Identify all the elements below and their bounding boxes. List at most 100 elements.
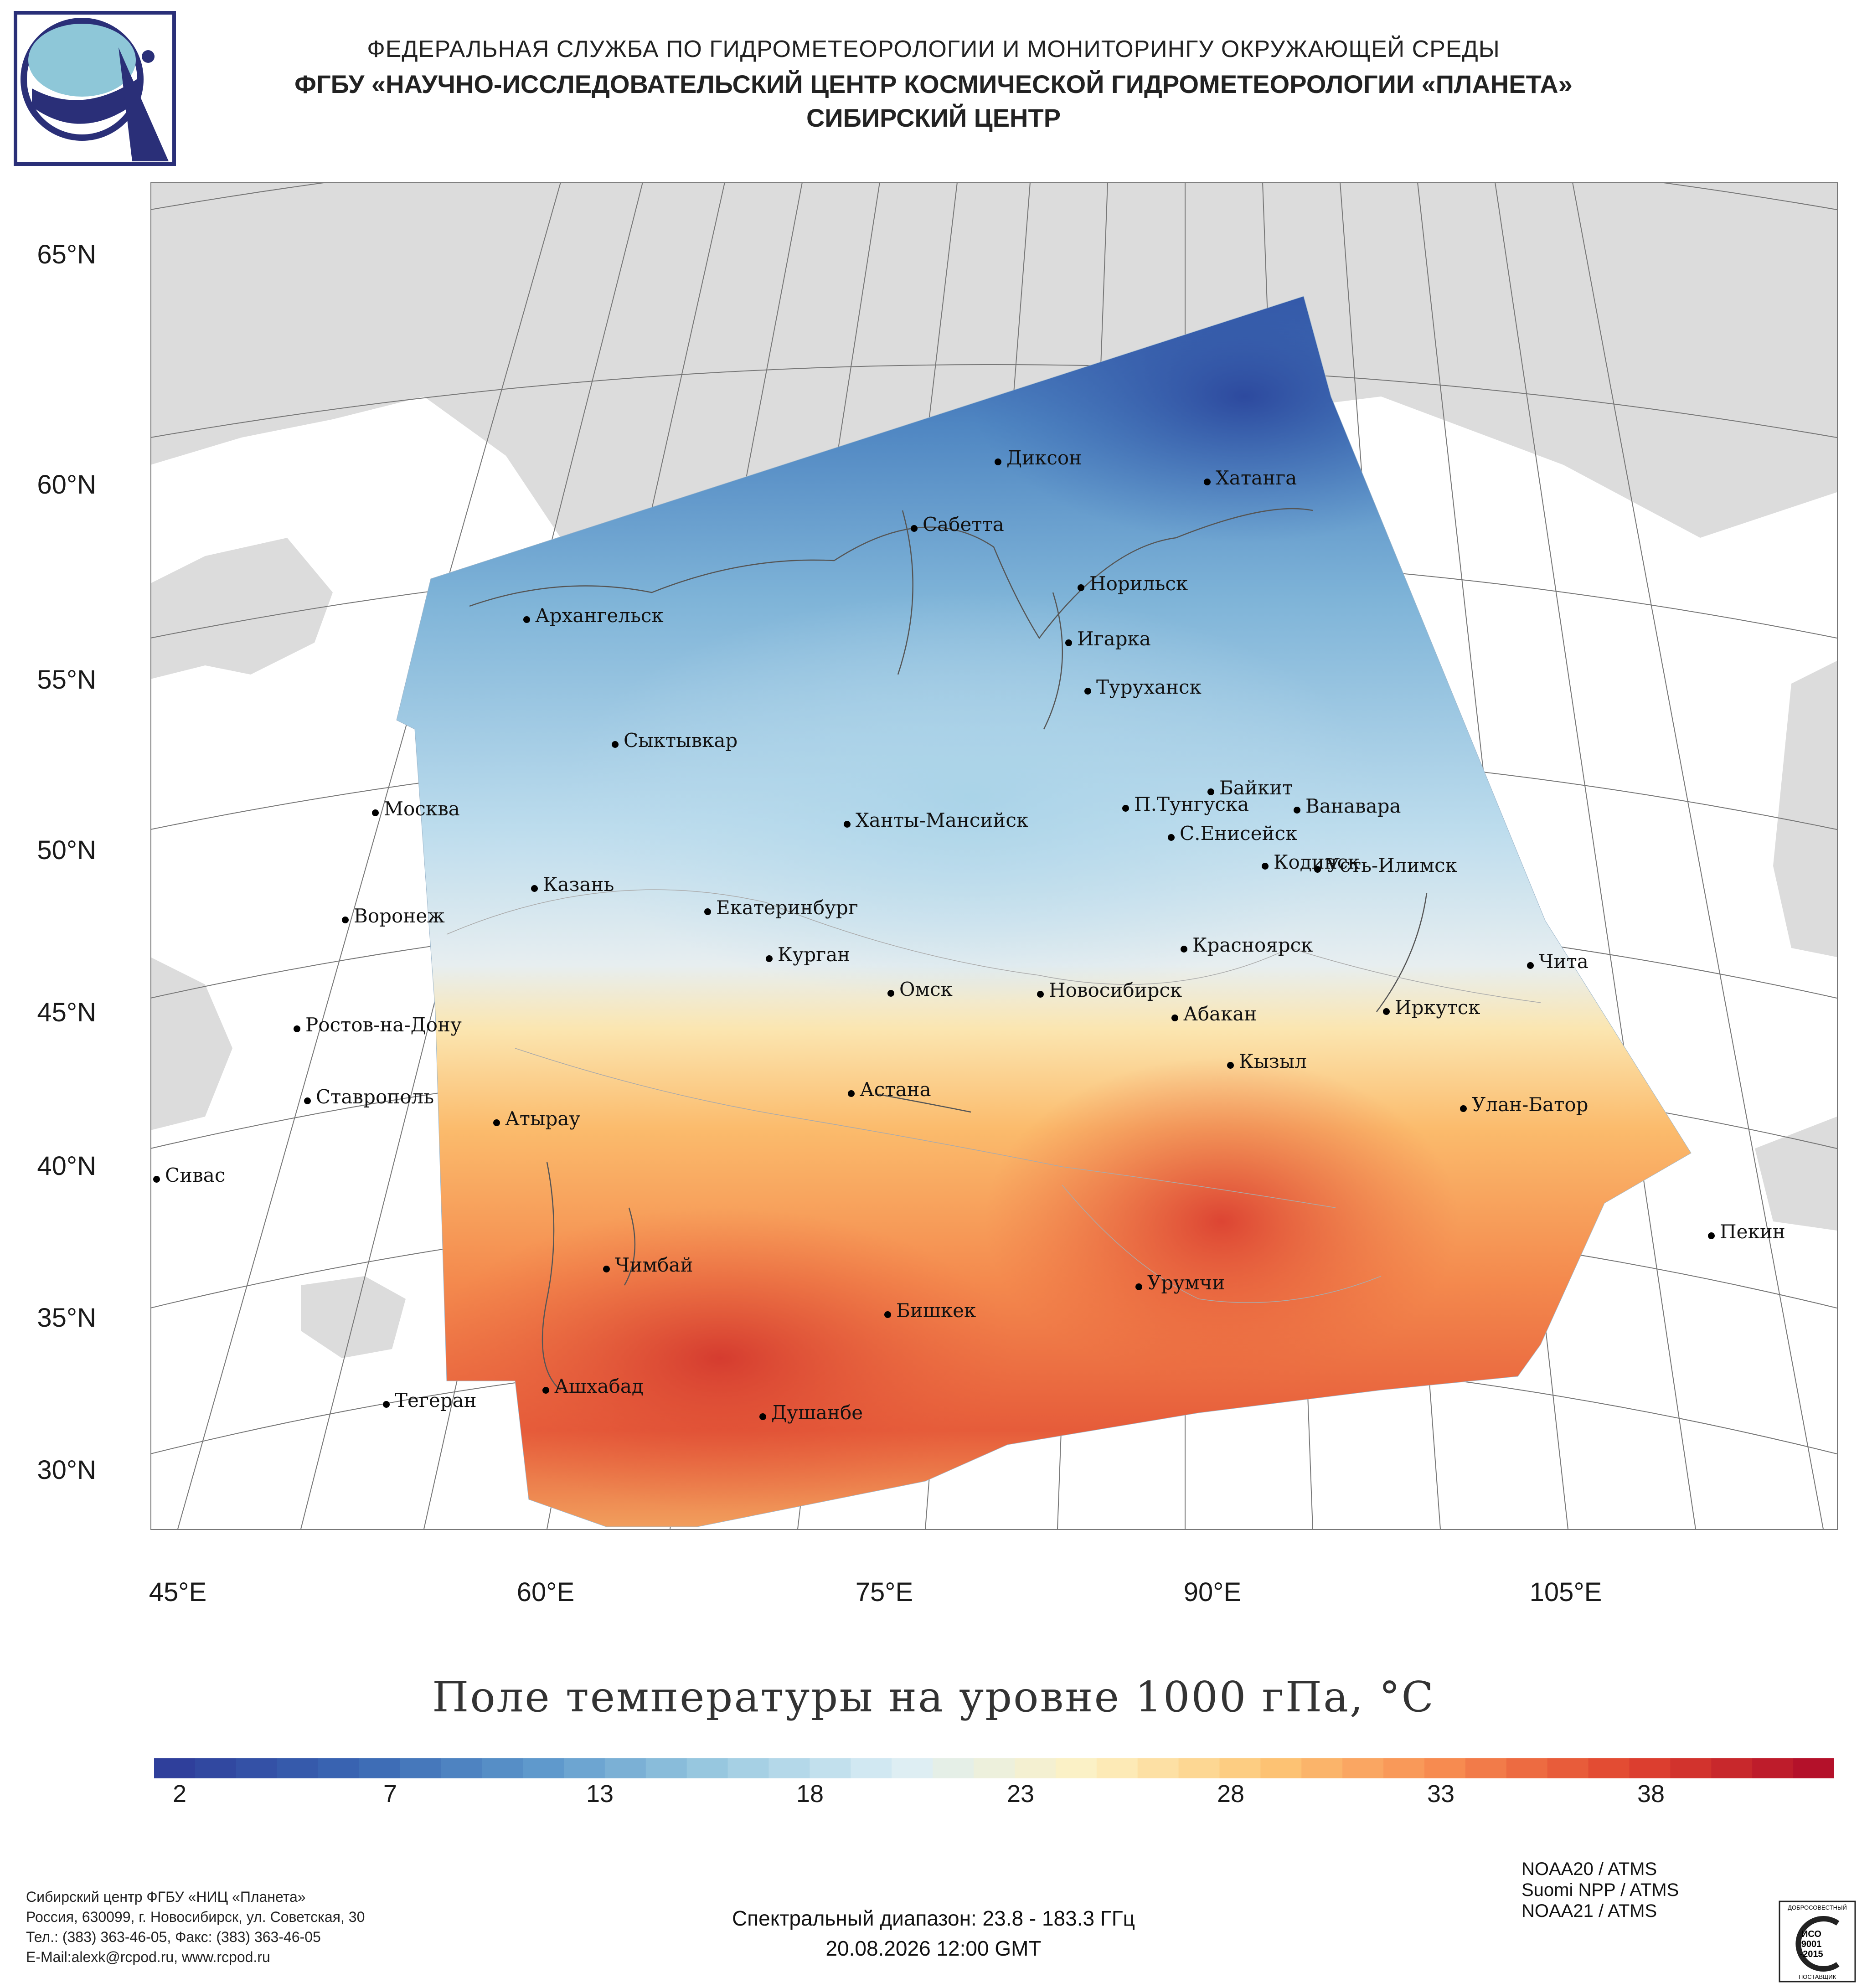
- colorbar-tick: 28: [1217, 1780, 1245, 1808]
- colorbar-cell: [974, 1758, 1015, 1778]
- city-marker: [759, 1413, 766, 1420]
- city-marker: [1181, 946, 1187, 953]
- city-marker: [1708, 1232, 1715, 1239]
- city-label-baykit: Байкит: [1219, 777, 1293, 799]
- city-marker: [704, 908, 711, 915]
- lat-label-40: 40°N: [37, 1151, 96, 1181]
- colorbar-cell: [1506, 1758, 1548, 1778]
- city-marker: [342, 917, 349, 923]
- observation-datetime: 20.08.2026 12:00 GMT: [825, 1936, 1042, 1960]
- city-label-sivas: Сивас: [165, 1164, 226, 1186]
- city-marker: [1207, 788, 1214, 795]
- satellite-list: NOAA20 / ATMS Suomi NPP / ATMS NOAA21 / …: [1521, 1859, 1679, 1921]
- colorbar-cell: [441, 1758, 482, 1778]
- city-marker: [603, 1266, 610, 1272]
- lat-label-55: 55°N: [37, 665, 96, 695]
- city-marker: [612, 741, 619, 748]
- lon-label-90: 90°E: [1183, 1577, 1242, 1607]
- city-marker: [844, 821, 851, 828]
- satellite-item: Suomi NPP / ATMS: [1521, 1880, 1679, 1900]
- city-label-abakan: Абакан: [1183, 1003, 1257, 1025]
- city-label-ashkhabad: Ашхабад: [554, 1375, 644, 1397]
- planeta-logo: [14, 11, 176, 166]
- city-label-krasnoyarsk: Красноярск: [1192, 934, 1313, 956]
- colorbar-tick: 7: [383, 1780, 397, 1808]
- iso-text-3: -2015: [1800, 1949, 1823, 1959]
- colorbar-cell: [1465, 1758, 1507, 1778]
- city-marker: [531, 885, 538, 892]
- city-label-kurgan: Курган: [778, 943, 851, 966]
- colorbar-cell: [604, 1758, 646, 1778]
- satellite-item: NOAA21 / ATMS: [1521, 1901, 1657, 1921]
- lat-label-65: 65°N: [37, 240, 96, 269]
- city-marker: [383, 1401, 390, 1408]
- city-label-khanty-mansiysk: Ханты-Мансийск: [856, 809, 1029, 831]
- colorbar-cell: [1178, 1758, 1220, 1778]
- colorbar-cell: [892, 1758, 933, 1778]
- city-label-chimbay: Чимбай: [615, 1254, 693, 1276]
- product-info: Спектральный диапазон: 23.8 - 183.3 ГГц …: [0, 1903, 1867, 1963]
- city-marker: [542, 1387, 549, 1394]
- colorbar-cell: [727, 1758, 769, 1778]
- city-marker: [523, 616, 530, 623]
- colorbar-cell: [1793, 1758, 1834, 1778]
- city-label-novosibirsk: Новосибирск: [1049, 979, 1182, 1001]
- city-label-bishkek: Бишкек: [896, 1299, 976, 1322]
- colorbar-cell: [523, 1758, 564, 1778]
- lat-label-30: 30°N: [37, 1455, 96, 1485]
- colorbar-cell: [1547, 1758, 1589, 1778]
- city-label-urumchi: Урумчи: [1147, 1272, 1225, 1294]
- iso-text-2: 9001: [1801, 1939, 1822, 1949]
- contact-info: Сибирский центр ФГБУ «НИЦ «Планета» Росс…: [26, 1887, 365, 1967]
- colorbar-cell: [564, 1758, 605, 1778]
- colorbar-cell: [1670, 1758, 1712, 1778]
- city-marker: [848, 1090, 855, 1097]
- city-marker: [1383, 1008, 1390, 1015]
- iso-text-1: ИСО: [1801, 1929, 1821, 1939]
- city-label-rostov: Ростов-на-Дону: [305, 1014, 462, 1036]
- city-marker: [1204, 479, 1211, 485]
- lat-label-35: 35°N: [37, 1303, 96, 1333]
- city-marker: [1527, 962, 1534, 969]
- city-label-syktyvkar: Сыктывкар: [624, 729, 738, 752]
- city-label-irkutsk: Иркутск: [1395, 996, 1480, 1019]
- city-label-ust-ilimsk: Усть-Илимск: [1326, 854, 1457, 876]
- city-marker: [911, 525, 918, 532]
- city-label-sabetta: Сабетта: [923, 513, 1004, 536]
- city-label-ekaterinburg: Екатеринбург: [716, 896, 858, 919]
- colorbar-cell: [1055, 1758, 1097, 1778]
- lat-label-45: 45°N: [37, 998, 96, 1027]
- colorbar-cell: [359, 1758, 400, 1778]
- city-marker: [884, 1311, 891, 1318]
- city-label-kazan: Казань: [543, 873, 614, 896]
- lon-label-60: 60°E: [516, 1577, 575, 1607]
- lat-label-60: 60°N: [37, 470, 96, 500]
- city-label-vanavara: Ванавара: [1305, 795, 1401, 817]
- iso-top-text: ДОБРОСОВЕСТНЫЙ: [1788, 1904, 1847, 1911]
- spectral-range: Спектральный диапазон: 23.8 - 183.3 ГГц: [732, 1906, 1135, 1930]
- city-label-dushanbe: Душанбе: [771, 1401, 863, 1424]
- center-title: СИБИРСКИЙ ЦЕНТР: [806, 103, 1061, 132]
- colorbar-tick: 2: [172, 1780, 187, 1808]
- city-label-dikson: Диксон: [1006, 447, 1082, 469]
- colorbar-cell: [277, 1758, 319, 1778]
- city-marker: [1314, 866, 1321, 873]
- city-marker: [1065, 639, 1072, 646]
- colorbar-cell: [768, 1758, 810, 1778]
- city-label-astana: Астана: [860, 1078, 931, 1101]
- colorbar-cell: [1588, 1758, 1630, 1778]
- lon-label-105: 105°E: [1529, 1577, 1602, 1607]
- colorbar-cell: [1342, 1758, 1384, 1778]
- map-frame: [150, 182, 1838, 1530]
- colorbar-cell: [810, 1758, 851, 1778]
- colorbar-cell: [1015, 1758, 1056, 1778]
- satellite-item: NOAA20 / ATMS: [1521, 1859, 1657, 1879]
- colorbar-cell: [1137, 1758, 1179, 1778]
- city-label-turukhansk: Туруханск: [1096, 676, 1202, 698]
- city-label-igarka: Игарка: [1077, 628, 1151, 650]
- colorbar-tick: 13: [586, 1780, 614, 1808]
- colorbar-cell: [318, 1758, 360, 1778]
- city-marker: [1262, 863, 1269, 870]
- city-label-arkhangelsk: Архангельск: [535, 604, 664, 627]
- city-label-ulan-bator: Улан-Батор: [1472, 1093, 1588, 1116]
